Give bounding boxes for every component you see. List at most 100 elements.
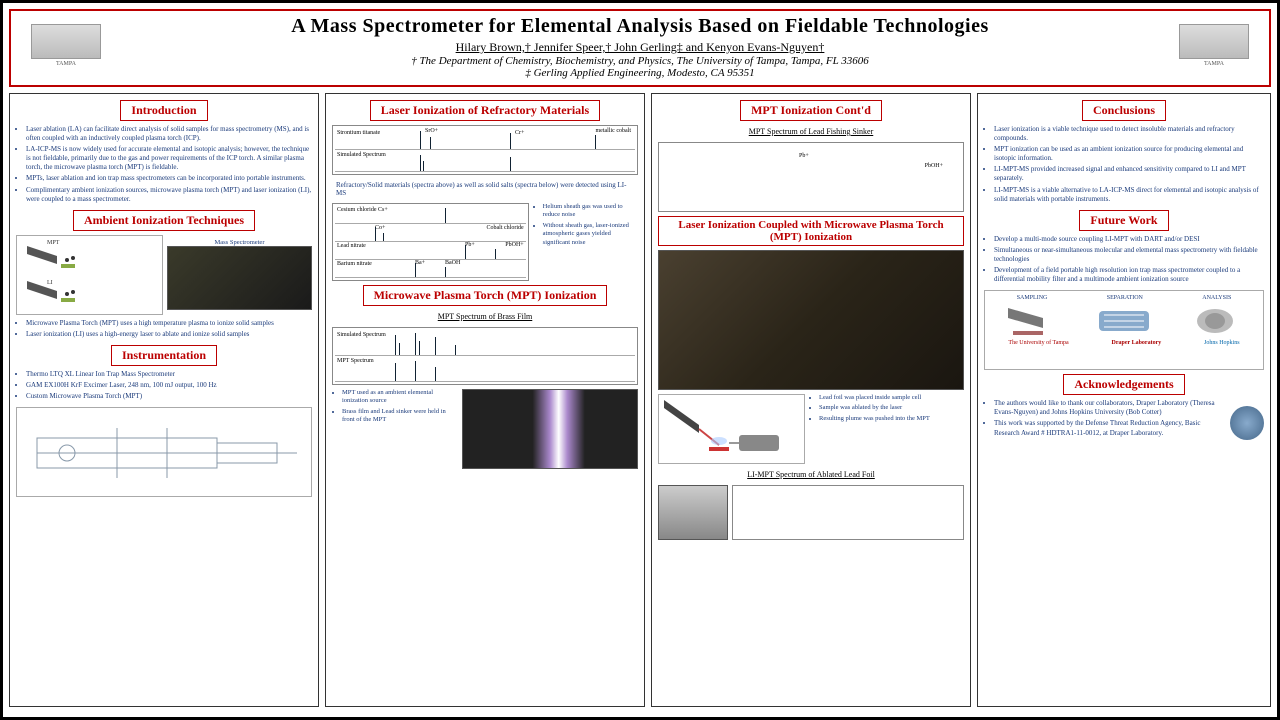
li-mpt-spectrum — [732, 485, 964, 540]
future-bullet: Simultaneous or near-simultaneous molecu… — [994, 246, 1264, 264]
ack-bullet: The authors would like to thank our coll… — [994, 399, 1226, 417]
mpt-notes: MPT used as an ambient elemental ionizat… — [332, 389, 458, 469]
column-1: Introduction Laser ablation (LA) can fac… — [9, 93, 319, 707]
tampa-logo-icon — [31, 24, 101, 59]
laser-title: Laser Ionization of Refractory Materials — [370, 100, 600, 121]
collab-icons-row — [989, 303, 1259, 338]
salt-notes: Helium sheath gas was used to reduce noi… — [533, 203, 638, 281]
future-bullets: Develop a multi-mode source coupling LI-… — [984, 235, 1264, 286]
mpt-note: MPT used as an ambient elemental ionizat… — [342, 389, 458, 406]
columns-container: Introduction Laser ablation (LA) can fac… — [3, 93, 1277, 713]
mpt-photo-row: MPT used as an ambient elemental ionizat… — [332, 389, 638, 469]
mpt-note: Brass film and Lead sinker were held in … — [342, 408, 458, 425]
foil-inset-photo — [658, 485, 728, 540]
conc-bullets: Laser ionization is a viable technique u… — [984, 125, 1264, 206]
intro-bullet: Complimentary ambient ionization sources… — [26, 186, 312, 204]
tampa-logo-icon — [1179, 24, 1249, 59]
separation-icon — [1094, 303, 1154, 338]
refractory-spectra: Strontium titanate SrO+ Cr+ metallic cob… — [332, 125, 638, 175]
ambient-title: Ambient Ionization Techniques — [73, 210, 255, 231]
coupled-bullet: Lead foil was placed inside sample cell — [819, 394, 964, 402]
dtra-seal-icon — [1230, 406, 1264, 440]
mpt-label: MPT — [47, 240, 59, 246]
mpt-subhead: MPT Spectrum of Brass Film — [332, 312, 638, 321]
poster-header: TAMPA A Mass Spectrometer for Elemental … — [9, 9, 1271, 87]
coupled-title: Laser Ionization Coupled with Microwave … — [658, 216, 964, 246]
conc-bullet: MPT ionization can be used as an ambient… — [994, 145, 1264, 163]
lead-spectrum: Pb+ PbOH+ — [658, 142, 964, 212]
collab-label: SAMPLING — [1017, 295, 1048, 301]
logo-left: TAMPA — [21, 15, 111, 75]
analysis-icon — [1185, 303, 1245, 338]
collab-diagram: SAMPLING SEPARATION ANALYSIS The Univers… — [984, 290, 1264, 370]
conc-bullet: LI-MPT-MS is a viable alternative to LA-… — [994, 186, 1264, 204]
column-3: MPT Ionization Cont'd MPT Spectrum of Le… — [651, 93, 971, 707]
ambient-bullet: Microwave Plasma Torch (MPT) uses a high… — [26, 319, 312, 328]
affiliation-2: ‡ Gerling Applied Engineering, Modesto, … — [19, 67, 1261, 79]
mpt-schematic — [16, 407, 312, 497]
li-mpt-spectrum-row — [658, 485, 964, 540]
cont-subhead: MPT Spectrum of Lead Fishing Sinker — [658, 127, 964, 136]
intro-bullet: LA-ICP-MS is now widely used for accurat… — [26, 145, 312, 172]
coupled-bullet: Resulting plume was pushed into the MPT — [819, 415, 964, 423]
spectrum-row: Cobalt chloride Co+ — [335, 224, 526, 242]
spectrum-row: Lead nitrate Pb+ PbOH+ — [335, 242, 526, 260]
salt-spectra: Cesium chloride Cs+ Cobalt chloride Co+ … — [332, 203, 529, 281]
brass-spectra: Simulated Spectrum MPT Spectrum — [332, 327, 638, 385]
intro-bullets: Laser ablation (LA) can facilitate direc… — [16, 125, 312, 206]
instr-bullet: Custom Microwave Plasma Torch (MPT) — [26, 392, 312, 401]
intro-bullet: Laser ablation (LA) can facilitate direc… — [26, 125, 312, 143]
collab-org: Johns Hopkins — [1204, 340, 1240, 346]
coupled-diagram-row: Lead foil was placed inside sample cell … — [658, 394, 964, 464]
mpt-title: Microwave Plasma Torch (MPT) Ionization — [363, 285, 608, 306]
ambient-bullets: Microwave Plasma Torch (MPT) uses a high… — [16, 319, 312, 341]
spectrum-row: Cesium chloride Cs+ — [335, 206, 526, 224]
instr-bullet: Thermo LTQ XL Linear Ion Trap Mass Spect… — [26, 370, 312, 379]
authors-line: Hilary Brown,† Jennifer Speer,† John Ger… — [19, 40, 1261, 55]
salt-note: Helium sheath gas was used to reduce noi… — [543, 203, 638, 220]
collab-orgs-row: The University of Tampa Draper Laborator… — [989, 340, 1259, 346]
bottom-subhead: LI-MPT Spectrum of Ablated Lead Foil — [658, 470, 964, 479]
ack-bullets: The authors would like to thank our coll… — [984, 399, 1226, 439]
intro-bullet: MPTs, laser ablation and ion trap mass s… — [26, 174, 312, 183]
spectrum-row: Simulated Spectrum — [335, 150, 635, 172]
laser-mpt-diagram-icon — [659, 395, 804, 465]
torch-diagram-icon — [17, 236, 162, 316]
coupled-bullets: Lead foil was placed inside sample cell … — [809, 394, 964, 464]
coupled-apparatus-photo — [658, 250, 964, 390]
collab-labels-row: SAMPLING SEPARATION ANALYSIS — [989, 295, 1259, 301]
coupled-bullet: Sample was ablated by the laser — [819, 404, 964, 412]
collab-label: ANALYSIS — [1202, 295, 1231, 301]
spectrum-row: MPT Spectrum — [335, 356, 635, 382]
future-bullet: Develop a multi-mode source coupling LI-… — [994, 235, 1264, 244]
collab-label: SEPARATION — [1107, 295, 1143, 301]
logo-left-text: TAMPA — [56, 61, 76, 67]
ambient-bullet: Laser ionization (LI) uses a high-energy… — [26, 330, 312, 339]
instr-bullet: GAM EX100H KrF Excimer Laser, 248 nm, 10… — [26, 381, 312, 390]
ambient-figure-row: MPT LI Mass Spectrometer — [16, 235, 312, 315]
affiliation-1: † The Department of Chemistry, Biochemis… — [19, 55, 1261, 67]
li-label: LI — [47, 280, 53, 286]
logo-right-text: TAMPA — [1204, 61, 1224, 67]
conc-title: Conclusions — [1082, 100, 1166, 121]
intro-title: Introduction — [120, 100, 207, 121]
mpt-plasma-photo — [462, 389, 638, 469]
column-2: Laser Ionization of Refractory Materials… — [325, 93, 645, 707]
sampling-icon — [1003, 303, 1063, 338]
ms-label: Mass Spectrometer — [167, 239, 312, 246]
logo-right: TAMPA — [1169, 15, 1259, 75]
ack-bullet: This work was supported by the Defense T… — [994, 419, 1226, 437]
spectrum-row: Strontium titanate SrO+ Cr+ metallic cob… — [335, 128, 635, 150]
conc-bullet: LI-MPT-MS provided increased signal and … — [994, 165, 1264, 183]
future-bullet: Development of a field portable high res… — [994, 266, 1264, 284]
instr-bullets: Thermo LTQ XL Linear Ion Trap Mass Spect… — [16, 370, 312, 403]
spectrum-row: Simulated Spectrum — [335, 330, 635, 356]
conc-bullet: Laser ionization is a viable technique u… — [994, 125, 1264, 143]
future-title: Future Work — [1079, 210, 1168, 231]
coupled-diagram — [658, 394, 805, 464]
salt-note: Without sheath gas, laser-ionized atmosp… — [543, 222, 638, 247]
spectrum-row: Barium nitrate Ba+ BaOH — [335, 260, 526, 278]
schematic-icon — [17, 408, 311, 498]
collab-org: Draper Laboratory — [1112, 340, 1162, 346]
ack-title: Acknowledgements — [1063, 374, 1184, 395]
